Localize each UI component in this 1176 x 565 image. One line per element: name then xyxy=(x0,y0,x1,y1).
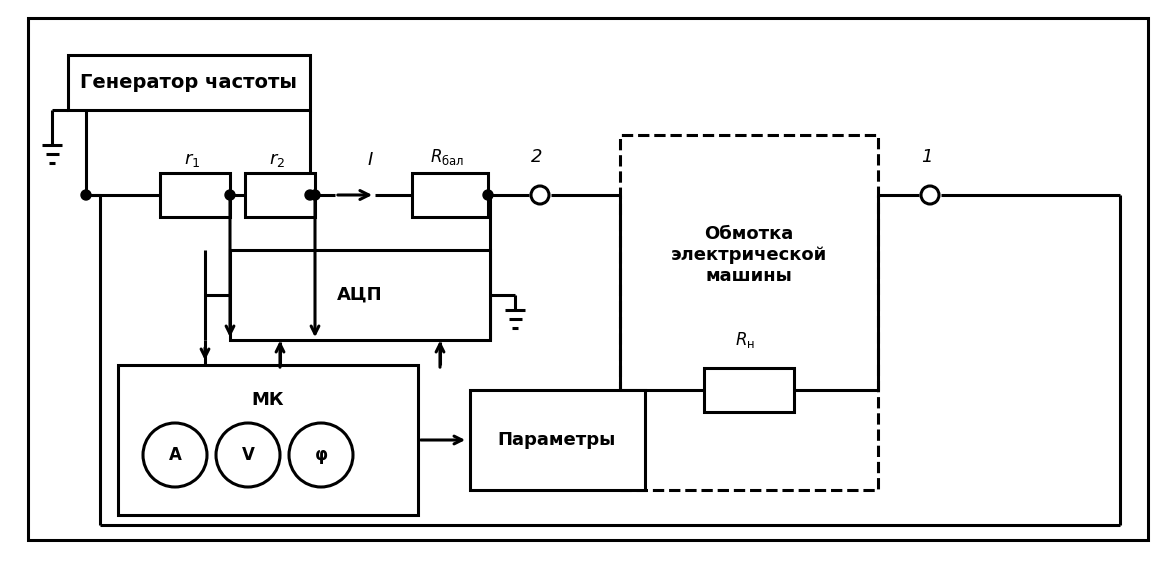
Text: АЦП: АЦП xyxy=(338,286,383,304)
Text: МК: МК xyxy=(252,391,285,409)
Bar xyxy=(412,173,488,217)
Text: A: A xyxy=(168,446,181,464)
Text: φ: φ xyxy=(314,446,328,464)
Circle shape xyxy=(305,190,315,200)
Text: $r_1$: $r_1$ xyxy=(183,151,200,169)
Circle shape xyxy=(225,190,235,200)
Text: 1: 1 xyxy=(921,148,933,166)
Circle shape xyxy=(81,190,91,200)
Bar xyxy=(704,368,794,412)
Circle shape xyxy=(289,423,353,487)
Text: Генератор частоты: Генератор частоты xyxy=(80,72,298,92)
Text: $R_\mathrm{н}$: $R_\mathrm{н}$ xyxy=(735,330,755,350)
Circle shape xyxy=(143,423,207,487)
Text: $r_2$: $r_2$ xyxy=(269,151,285,169)
Text: $R_\mathrm{бал}$: $R_\mathrm{бал}$ xyxy=(429,147,465,167)
Text: Параметры: Параметры xyxy=(497,431,616,449)
Text: 2: 2 xyxy=(532,148,543,166)
Text: V: V xyxy=(241,446,254,464)
Bar xyxy=(245,173,315,217)
Circle shape xyxy=(216,423,280,487)
Bar xyxy=(230,250,490,340)
Circle shape xyxy=(483,190,493,200)
Circle shape xyxy=(310,190,320,200)
Bar xyxy=(118,365,417,515)
Bar xyxy=(160,173,230,217)
Bar xyxy=(68,55,310,110)
Bar xyxy=(620,135,878,490)
Text: Обмотка
электрической
машины: Обмотка электрической машины xyxy=(670,225,827,285)
Circle shape xyxy=(532,186,549,204)
Circle shape xyxy=(921,186,938,204)
Bar xyxy=(470,390,644,490)
Text: $I$: $I$ xyxy=(367,151,374,169)
